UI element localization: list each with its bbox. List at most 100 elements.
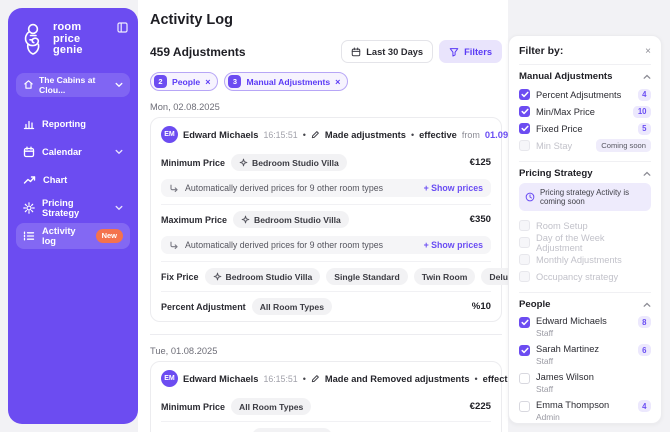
entry-time: 16:15:51 — [263, 373, 298, 384]
checkbox[interactable] — [519, 344, 530, 356]
filter-section-title: Pricing Strategy — [519, 168, 593, 179]
genie-logo-icon — [20, 22, 46, 56]
corner-arrow-icon — [169, 241, 179, 250]
filter-chip-manual-adjustments[interactable]: 3 Manual Adjustments × — [224, 72, 349, 91]
sidebar-item-label: Chart — [43, 174, 68, 185]
sidebar-item-calendar[interactable]: Calendar — [16, 139, 130, 165]
room-pill-label: All Room Types — [239, 401, 304, 412]
property-selector[interactable]: The Cabins at Clou... — [16, 72, 130, 97]
filter-option-monthly-adjustments: Monthly Adjustments — [519, 251, 651, 268]
filter-option-sarah-martinez[interactable]: Sarah Martinez Staff 6 — [519, 342, 651, 370]
filter-chip-people[interactable]: 2 People × — [150, 72, 219, 91]
adjustment-type-label: Maximum Price — [161, 214, 228, 225]
effective-date: 01.09.2025 — [484, 129, 508, 140]
chip-close-icon[interactable]: × — [335, 76, 341, 87]
activity-feed: Mon, 02.08.2025 EM Edward Michaels 16:15:51… — [150, 102, 508, 432]
room-pill: All Room Types — [231, 398, 312, 415]
checkbox[interactable] — [519, 400, 530, 412]
coming-soon-banner: Pricing strategy Activity is coming soon — [519, 183, 651, 211]
group-date: Mon, 02.08.2025 — [150, 102, 220, 112]
filter-option-label: Edward Michaels — [536, 316, 607, 326]
page-title: Activity Log — [150, 12, 233, 28]
filter-section-manual-adjustments: Manual Adjustments Percent Adjsutments 4 Mi… — [519, 64, 651, 154]
filter-option-james-wilson[interactable]: James Wilson Staff — [519, 370, 651, 398]
checkbox[interactable] — [519, 123, 530, 135]
meta-dot: • — [302, 373, 306, 384]
filter-option-text: Monthly Adjustments — [536, 255, 622, 265]
chip-label: People — [172, 76, 201, 87]
filter-option-room-setup: Room Setup — [519, 217, 651, 234]
adjustment-row: Percent Adjustment All Room Types %10 — [161, 291, 491, 321]
room-pill: Bedroom Studio Villa — [204, 268, 321, 285]
derived-text: Automatically derived prices for 9 other… — [185, 183, 384, 193]
checkbox — [519, 271, 530, 283]
filter-option-min-max-price[interactable]: Min/Max Price 10 — [519, 103, 651, 120]
sidebar-item-chart[interactable]: Chart — [16, 167, 130, 193]
show-prices-link[interactable]: + Show prices — [423, 240, 483, 250]
activity-group: Tue, 01.08.2025 EM Edward Michaels 16:15:51… — [150, 334, 508, 432]
checkbox — [519, 254, 530, 266]
adjustment-value: %10 — [471, 301, 491, 312]
filter-option-edward-michaels[interactable]: Edward Michaels Staff 8 — [519, 314, 651, 342]
clock-icon — [525, 192, 535, 202]
activity-card: EM Edward Michaels 16:15:51 • Made and Remov… — [150, 361, 508, 432]
room-pill: All Room Types — [251, 428, 332, 432]
filter-option-label: Occupancy strategy — [536, 271, 619, 282]
sidebar-item-label: Reporting — [42, 118, 86, 129]
room-pill-label: Bedroom Studio Villa — [252, 157, 339, 168]
filter-option-text: Percent Adjsutments — [536, 90, 621, 100]
entry-text: effective — [482, 373, 508, 384]
avatar: EM — [161, 126, 178, 143]
filters-label: Filters — [464, 46, 492, 57]
checkbox[interactable] — [519, 89, 530, 101]
reference-room-icon — [213, 272, 222, 281]
filter-section-header[interactable]: Manual Adjustments — [519, 71, 651, 82]
sidebar-collapse-icon[interactable] — [117, 22, 128, 33]
entry-header: EM Edward Michaels 16:15:51 • Made and Remov… — [161, 362, 508, 392]
home-icon — [23, 79, 34, 90]
chip-close-icon[interactable]: × — [205, 76, 211, 87]
sidebar-item-label: Activity log — [42, 225, 76, 246]
entry-action: Made and Removed adjustments — [324, 373, 470, 384]
adjustment-row: Minimum Price All Room Types €225 — [161, 392, 491, 421]
filter-option-text: Emma Thompson Admin — [536, 400, 609, 422]
checkbox[interactable] — [519, 372, 530, 384]
filter-section-header[interactable]: People — [519, 299, 651, 310]
sidebar-nav: Reporting Calendar Chart Pricing Strategy Ac… — [16, 111, 130, 249]
derived-text: Automatically derived prices for 9 other… — [185, 240, 384, 250]
filter-option-percent-adjsutments[interactable]: Percent Adjsutments 4 — [519, 86, 651, 103]
filter-option-min-stay: Min Stay Coming soon — [519, 137, 651, 154]
filter-section-header[interactable]: Pricing Strategy — [519, 168, 651, 179]
filter-option-text: Fixed Price — [536, 124, 583, 134]
checkbox[interactable] — [519, 316, 530, 328]
funnel-icon — [449, 47, 459, 57]
filter-option-role: Admin — [536, 411, 560, 422]
entry-action: Made adjustments — [324, 129, 406, 140]
count-badge: 6 — [637, 344, 651, 356]
show-prices-link[interactable]: + Show prices — [423, 183, 483, 193]
filter-option-fixed-price[interactable]: Fixed Price 5 — [519, 120, 651, 137]
sidebar-item-reporting[interactable]: Reporting — [16, 111, 130, 137]
adjustment-type-label: Percent Adjustment — [161, 301, 246, 312]
filter-option-label: Min Stay — [536, 140, 573, 151]
count-badge: 4 — [637, 88, 651, 101]
filters-button[interactable]: Filters — [439, 40, 502, 63]
activity-list-icon — [23, 230, 35, 242]
filter-option-label: James Wilson — [536, 372, 594, 382]
chevron-up-icon — [643, 302, 651, 308]
count-badge: 5 — [637, 122, 651, 135]
sidebar-item-pricing-strategy[interactable]: Pricing Strategy — [16, 195, 130, 221]
date-range-button[interactable]: Last 30 Days — [341, 40, 434, 63]
filter-option-role: Staff — [536, 355, 554, 366]
checkbox[interactable] — [519, 106, 530, 118]
filter-option-emma-thompson[interactable]: Emma Thompson Admin 4 — [519, 398, 651, 423]
sidebar-item-activity-log[interactable]: Activity log New — [16, 222, 130, 249]
adjustment-row: Maximum Price Bedroom Studio Villa €350 — [161, 204, 491, 234]
filter-option-text: Sarah Martinez Staff — [536, 344, 599, 366]
room-pill: All Room Types — [251, 298, 332, 315]
filter-section-title: People — [519, 299, 551, 310]
close-icon[interactable]: × — [645, 45, 651, 57]
calendar-icon — [23, 146, 35, 158]
filter-option-text: Min Stay — [536, 141, 572, 151]
